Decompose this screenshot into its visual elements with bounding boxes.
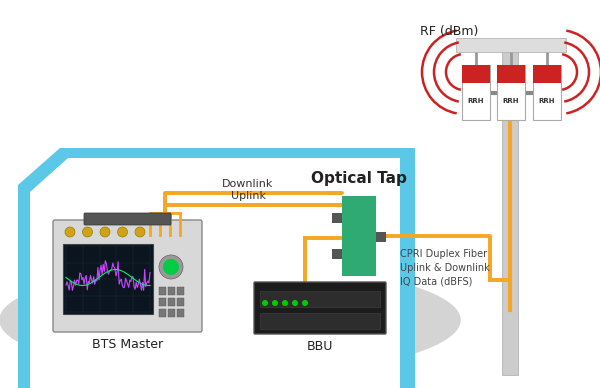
Bar [168, 309, 175, 317]
Bar [342, 196, 376, 276]
Bar [63, 244, 153, 314]
Bar [260, 313, 380, 329]
Bar [177, 298, 184, 306]
FancyBboxPatch shape [53, 220, 202, 332]
Bar [533, 65, 561, 83]
Bar [332, 213, 342, 223]
Polygon shape [30, 158, 400, 388]
Bar [177, 287, 184, 295]
Bar [177, 309, 184, 317]
Circle shape [163, 259, 179, 275]
Bar [168, 298, 175, 306]
Polygon shape [18, 148, 415, 388]
Text: RRH: RRH [539, 98, 555, 104]
Text: BBU: BBU [307, 341, 333, 353]
Ellipse shape [0, 265, 460, 375]
Circle shape [135, 227, 145, 237]
Circle shape [282, 300, 288, 306]
Text: RF (dBm): RF (dBm) [420, 26, 478, 38]
Bar [168, 287, 175, 295]
FancyBboxPatch shape [533, 65, 561, 120]
Bar [376, 232, 386, 242]
Circle shape [100, 227, 110, 237]
FancyBboxPatch shape [84, 213, 171, 225]
Text: Uplink: Uplink [230, 191, 265, 201]
Bar [159, 309, 166, 317]
Circle shape [118, 227, 128, 237]
Bar [332, 249, 342, 258]
Bar [159, 298, 166, 306]
Bar [497, 65, 525, 83]
Text: Downlink: Downlink [223, 179, 274, 189]
Circle shape [159, 255, 183, 279]
FancyBboxPatch shape [497, 65, 525, 120]
Bar [159, 287, 166, 295]
Text: BTS Master: BTS Master [92, 338, 163, 350]
Circle shape [262, 300, 268, 306]
Text: Optical Tap: Optical Tap [311, 171, 407, 186]
FancyBboxPatch shape [254, 282, 386, 334]
Bar [502, 45, 518, 375]
FancyBboxPatch shape [462, 65, 490, 120]
Circle shape [302, 300, 308, 306]
Text: RRH: RRH [503, 98, 519, 104]
Text: RRH: RRH [468, 98, 484, 104]
Circle shape [65, 227, 75, 237]
Circle shape [272, 300, 278, 306]
Bar [260, 291, 380, 307]
Circle shape [83, 227, 92, 237]
Bar [456, 38, 566, 52]
Bar [462, 65, 490, 83]
Text: CPRI Duplex Fiber
Uplink & Downlink
IQ Data (dBFS): CPRI Duplex Fiber Uplink & Downlink IQ D… [400, 249, 490, 287]
Circle shape [292, 300, 298, 306]
